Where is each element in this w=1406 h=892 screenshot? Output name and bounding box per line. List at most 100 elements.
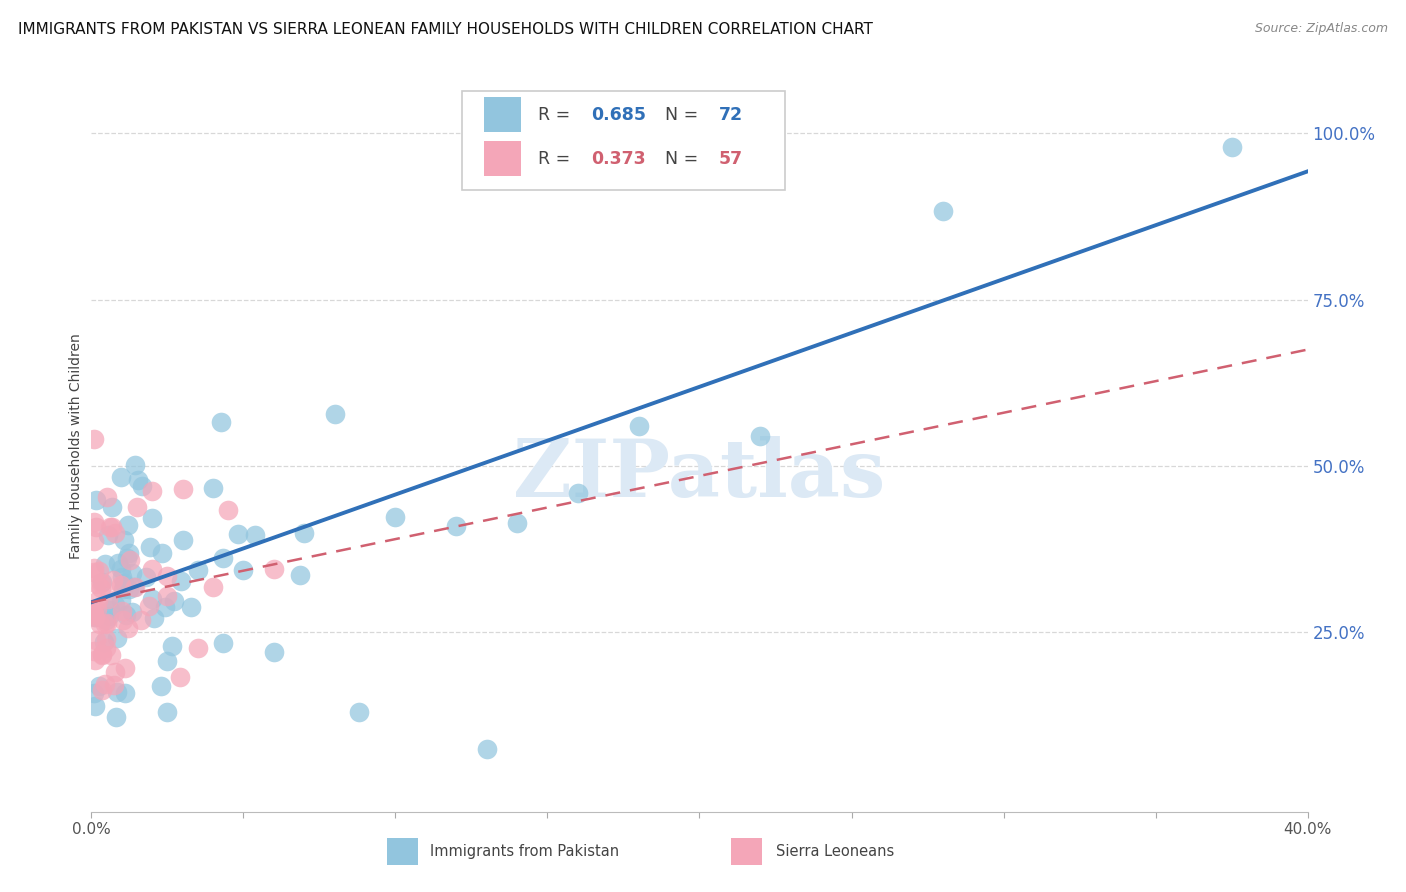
Point [83, 607, 105, 621]
Point [121, 605, 143, 619]
Point [226, 527, 249, 541]
Point [931, 204, 953, 219]
Point [97, 528, 120, 542]
Point [111, 613, 134, 627]
Point [87, 564, 110, 578]
Text: R =: R = [537, 150, 575, 168]
Point [127, 473, 149, 487]
Point [91, 683, 114, 698]
Point [117, 621, 139, 635]
Point [94, 677, 117, 691]
Point [117, 518, 139, 533]
Point [94, 617, 117, 632]
Point [101, 574, 124, 588]
Point [84, 653, 107, 667]
Point [115, 607, 138, 622]
Point [217, 502, 239, 516]
Text: 72: 72 [718, 105, 742, 124]
Point [112, 576, 135, 591]
Point [84, 492, 107, 507]
Point [124, 458, 146, 473]
Point [83, 534, 105, 549]
Point [91, 648, 114, 662]
Point [202, 580, 225, 594]
Point [87, 593, 110, 607]
Bar [484, 97, 520, 132]
Point [150, 546, 173, 560]
Point [107, 556, 129, 570]
Point [110, 578, 132, 592]
Point [169, 574, 191, 588]
Point [163, 594, 186, 608]
Point [118, 553, 141, 567]
Point [105, 685, 128, 699]
Point [91, 575, 114, 590]
Text: 0.373: 0.373 [592, 150, 645, 168]
Point [89, 679, 111, 693]
Point [444, 519, 467, 533]
Point [104, 598, 127, 612]
Point [94, 641, 117, 656]
Text: N =: N = [665, 105, 704, 124]
Point [84, 633, 107, 648]
Point [97, 591, 120, 606]
Point [138, 599, 160, 613]
Y-axis label: Family Households with Children: Family Households with Children [69, 333, 83, 559]
Point [118, 546, 141, 560]
Point [104, 665, 127, 679]
Point [202, 481, 225, 495]
Point [292, 525, 315, 540]
Point [114, 660, 136, 674]
Point [114, 685, 136, 699]
Point [475, 741, 498, 756]
Point [506, 516, 529, 530]
Point [141, 562, 163, 576]
Point [155, 600, 177, 615]
Text: Sierra Leoneans: Sierra Leoneans [776, 845, 894, 859]
Point [323, 408, 346, 422]
Point [209, 415, 232, 429]
Text: N =: N = [665, 150, 704, 168]
Point [232, 564, 254, 578]
Point [290, 568, 312, 582]
Point [98, 608, 121, 623]
Point [1220, 140, 1243, 154]
Point [142, 610, 165, 624]
Point [187, 563, 209, 577]
Point [94, 613, 117, 627]
Point [141, 511, 163, 525]
Point [83, 685, 105, 699]
Text: 0.685: 0.685 [592, 105, 647, 124]
Point [245, 528, 267, 542]
Point [627, 419, 650, 434]
Point [91, 647, 114, 661]
Point [172, 482, 194, 496]
Point [111, 604, 134, 618]
Point [105, 710, 128, 724]
Point [187, 641, 209, 656]
Point [111, 570, 134, 584]
Point [131, 613, 153, 627]
Point [83, 608, 105, 623]
Point [115, 550, 138, 565]
Point [101, 520, 124, 534]
Point [96, 616, 118, 631]
Text: Immigrants from Pakistan: Immigrants from Pakistan [430, 845, 620, 859]
Point [93, 558, 115, 572]
Point [169, 670, 191, 684]
Point [749, 429, 772, 443]
Bar [484, 141, 520, 176]
Point [180, 599, 202, 614]
Point [100, 520, 122, 534]
Point [149, 679, 172, 693]
Point [141, 592, 163, 607]
Point [567, 485, 589, 500]
Point [110, 562, 132, 576]
Point [141, 483, 163, 498]
Text: R =: R = [537, 105, 575, 124]
Point [212, 635, 235, 649]
Point [86, 602, 108, 616]
Text: Source: ZipAtlas.com: Source: ZipAtlas.com [1254, 22, 1388, 36]
Point [135, 570, 157, 584]
Point [84, 519, 107, 533]
